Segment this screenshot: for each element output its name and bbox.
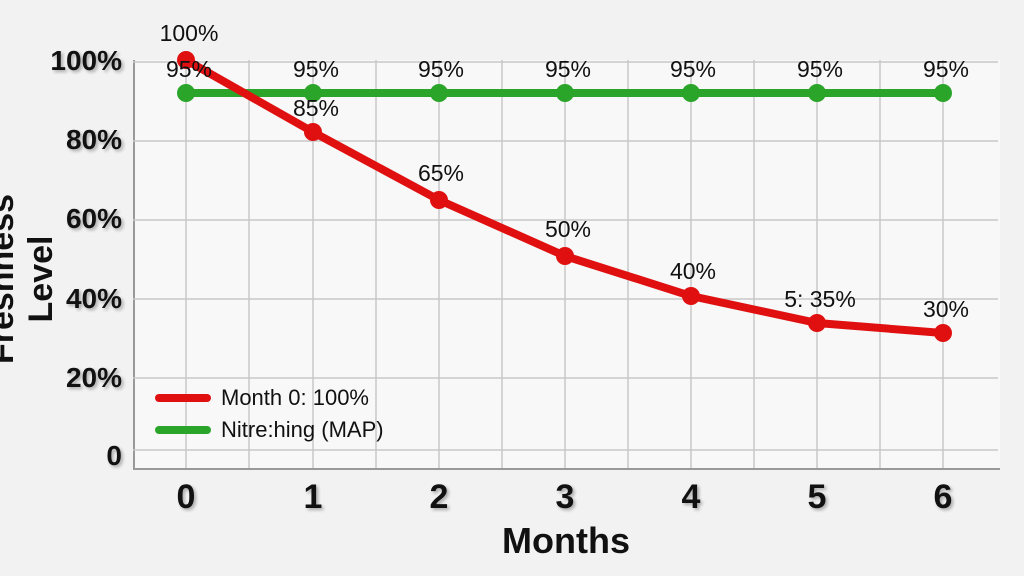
y-tick: 80% [65,124,122,155]
data-label-green: 95% [922,56,970,82]
x-tick: 3 [555,478,575,516]
data-label-green: 95% [544,56,592,82]
legend-label: Nitre:hing (MAP) [221,417,384,442]
data-label-red: 40% [669,258,717,284]
y-tick: 40% [65,283,122,314]
legend-item-red: Month 0: 100% [155,382,384,414]
series-green [177,84,952,102]
x-axis-title: Months [502,520,630,561]
gridlines [133,60,998,468]
plot-area [133,60,1000,470]
series-red [177,51,952,342]
y-tick: 0 [106,440,122,471]
data-label-red: 65% [417,160,465,186]
x-tick: 1 [303,478,323,516]
data-label-green: 95% [669,56,717,82]
data-label-green: 95% [417,56,465,82]
y-tick: 100% [50,45,122,76]
y-tick: 60% [65,203,122,234]
x-tick: 0 [176,478,196,516]
x-tick: 4 [681,478,701,516]
data-label-red: 5: 35% [784,286,856,312]
legend-item-green: Nitre:hing (MAP) [155,414,384,446]
data-label-green: 95% [165,56,213,82]
data-label-green: 95% [796,56,844,82]
x-tick: 2 [429,478,449,516]
x-tick: 5 [807,478,827,516]
y-axis-title: Freshness Level [0,193,60,365]
data-label-red: 100% [159,20,219,46]
data-label-red: 50% [544,216,592,242]
legend: Month 0: 100% Nitre:hing (MAP) [155,382,384,446]
legend-swatch-red [155,394,211,402]
data-label-red: 85% [292,95,340,121]
data-label-green: 95% [292,56,340,82]
y-tick: 20% [65,362,122,393]
x-tick: 6 [933,478,953,516]
data-label-red: 30% [922,296,970,322]
legend-label: Month 0: 100% [221,385,369,410]
legend-swatch-green [155,426,211,434]
